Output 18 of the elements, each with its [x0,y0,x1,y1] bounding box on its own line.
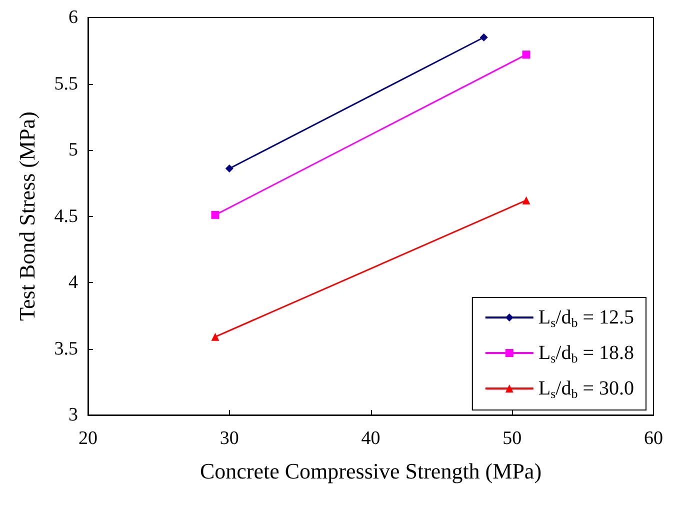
x-tick-label: 30 [220,428,239,449]
y-tick-label: 3.5 [54,338,78,360]
x-axis-title: Concrete Compressive Strength (MPa) [200,458,542,484]
y-tick-label: 3 [68,404,78,426]
y-tick-label: 4.5 [54,206,78,227]
y-axis-title: Test Bond Stress (MPa) [14,112,40,321]
point [225,164,234,173]
y-tick-label: 5.5 [54,73,78,94]
y-tick-label: 5 [68,140,78,160]
y-tick-label: 4 [68,272,78,293]
point [522,50,530,59]
y-tick-label: 6 [68,7,78,28]
point [480,33,488,42]
point [211,210,220,219]
x-tick-label: 50 [502,428,522,449]
x-tick-label: 60 [644,428,663,449]
x-tick-label: 40 [361,428,380,449]
x-tick-label: 20 [78,428,98,449]
